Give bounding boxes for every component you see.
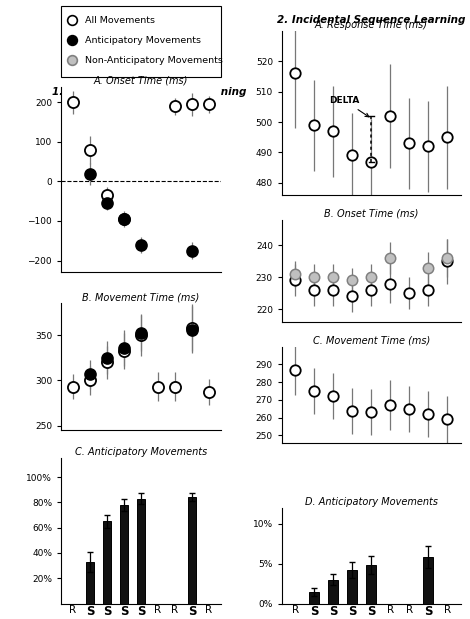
Bar [102, 521, 111, 604]
Title: C. Anticipatory Movements: C. Anticipatory Movements [75, 448, 207, 457]
Title: B. Onset Time (ms): B. Onset Time (ms) [324, 209, 418, 219]
Text: All Movements: All Movements [85, 16, 155, 25]
Text: Anticipatory Movements: Anticipatory Movements [85, 36, 201, 45]
Bar [188, 497, 196, 604]
Title: B. Movement Time (ms): B. Movement Time (ms) [82, 293, 200, 303]
Bar [366, 565, 376, 604]
Text: 1. Intentional Sequence Learning: 1. Intentional Sequence Learning [52, 87, 246, 97]
Title: A. Onset Time (ms): A. Onset Time (ms) [94, 76, 188, 86]
Text: DELTA: DELTA [329, 97, 369, 117]
Text: 2. Incidental Sequence Learning: 2. Incidental Sequence Learning [277, 15, 465, 25]
Bar [119, 505, 128, 604]
Title: C. Movement Time (ms): C. Movement Time (ms) [313, 336, 430, 346]
FancyBboxPatch shape [61, 6, 221, 77]
Bar [347, 570, 357, 604]
Title: D. Anticipatory Movements: D. Anticipatory Movements [305, 497, 438, 507]
Bar [309, 592, 319, 604]
Title: A. Response Time (ms): A. Response Time (ms) [315, 20, 428, 30]
Text: Non-Anticipatory Movements: Non-Anticipatory Movements [85, 56, 223, 65]
Bar [86, 562, 94, 604]
Bar [329, 579, 338, 604]
Bar [423, 557, 433, 604]
Bar [137, 498, 145, 604]
